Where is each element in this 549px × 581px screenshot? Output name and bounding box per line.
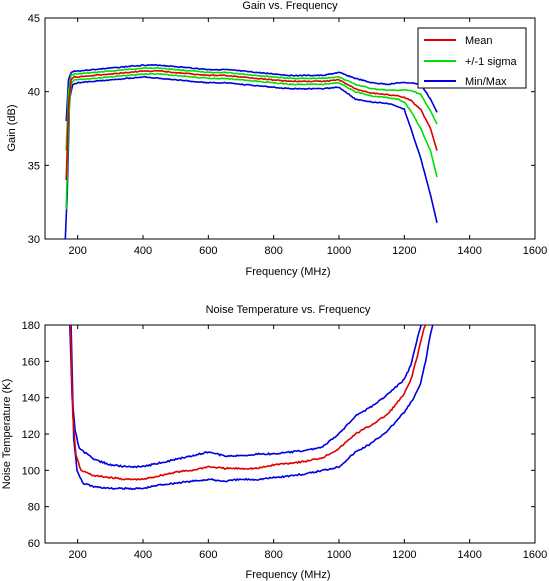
gain-xtick-label: 1000 bbox=[327, 245, 351, 257]
noise-xtick-label: 200 bbox=[68, 549, 86, 561]
noise-series-min-max-lower bbox=[70, 325, 434, 491]
noise-ytick-label: 140 bbox=[22, 393, 40, 405]
gain-series-1-sigma-lower bbox=[65, 72, 438, 210]
gain-series-mean bbox=[65, 69, 438, 181]
legend-mean-label: Mean bbox=[465, 35, 493, 47]
gain-lines bbox=[64, 63, 438, 239]
noise-xtick-label: 400 bbox=[134, 549, 152, 561]
noise-series-min-max bbox=[69, 325, 423, 469]
gain-xtick-label: 1200 bbox=[392, 245, 416, 257]
noise-ticks: 200 400 600 800 1000 1200 1400 1600 60 80 100 120 14… bbox=[22, 320, 548, 561]
gain-ticks: 200 400 600 800 1000 1200 1400 1600 30 35 40 45 bbox=[28, 13, 547, 257]
noise-plot-area bbox=[44, 324, 536, 544]
gain-xtick-label: 600 bbox=[199, 245, 217, 257]
noise-lines bbox=[69, 325, 434, 491]
gain-series-1-sigma bbox=[65, 66, 438, 151]
legend-sigma-label: +/-1 sigma bbox=[465, 56, 518, 68]
gain-xtick-label: 400 bbox=[134, 245, 152, 257]
noise-xtick-label: 1000 bbox=[327, 549, 351, 561]
noise-ytick-label: 60 bbox=[28, 538, 40, 550]
gain-series-min-max bbox=[65, 63, 438, 122]
gain-xtick-label: 1600 bbox=[523, 245, 547, 257]
noise-panel: Noise Temperature vs. Frequency Frequenc… bbox=[1, 304, 547, 581]
gain-series-min-max-lower bbox=[64, 75, 438, 239]
gain-xlabel: Frequency (MHz) bbox=[246, 266, 331, 278]
noise-ytick-label: 160 bbox=[22, 356, 40, 368]
noise-ytick-label: 80 bbox=[28, 502, 40, 514]
noise-xtick-label: 1600 bbox=[523, 549, 547, 561]
gain-ylabel: Gain (dB) bbox=[6, 104, 18, 151]
gain-xtick-label: 1400 bbox=[457, 245, 481, 257]
gain-panel: Gain vs. Frequency Frequency (MHz) Gain … bbox=[6, 0, 547, 278]
gain-ytick-label: 40 bbox=[28, 87, 40, 99]
noise-xtick-label: 1200 bbox=[392, 549, 416, 561]
noise-title: Noise Temperature vs. Frequency bbox=[206, 304, 371, 316]
noise-xtick-label: 800 bbox=[264, 549, 282, 561]
legend-minmax-label: Min/Max bbox=[465, 76, 507, 88]
legend: Mean +/-1 sigma Min/Max bbox=[417, 27, 527, 89]
gain-xtick-label: 200 bbox=[68, 245, 86, 257]
noise-ytick-label: 100 bbox=[22, 465, 40, 477]
noise-ytick-label: 120 bbox=[22, 429, 40, 441]
gain-ytick-label: 30 bbox=[28, 234, 40, 246]
noise-xtick-label: 600 bbox=[199, 549, 217, 561]
noise-series-mean bbox=[69, 325, 427, 481]
legend-box bbox=[417, 27, 527, 89]
gain-ytick-label: 35 bbox=[28, 160, 40, 172]
noise-xtick-label: 1400 bbox=[457, 549, 481, 561]
gain-ytick-label: 45 bbox=[28, 13, 40, 25]
noise-ytick-label: 180 bbox=[22, 320, 40, 332]
gain-xtick-label: 800 bbox=[264, 245, 282, 257]
noise-ylabel: Noise Temperature (K) bbox=[1, 379, 13, 489]
gain-title: Gain vs. Frequency bbox=[242, 0, 338, 12]
noise-xlabel: Frequency (MHz) bbox=[246, 569, 331, 581]
